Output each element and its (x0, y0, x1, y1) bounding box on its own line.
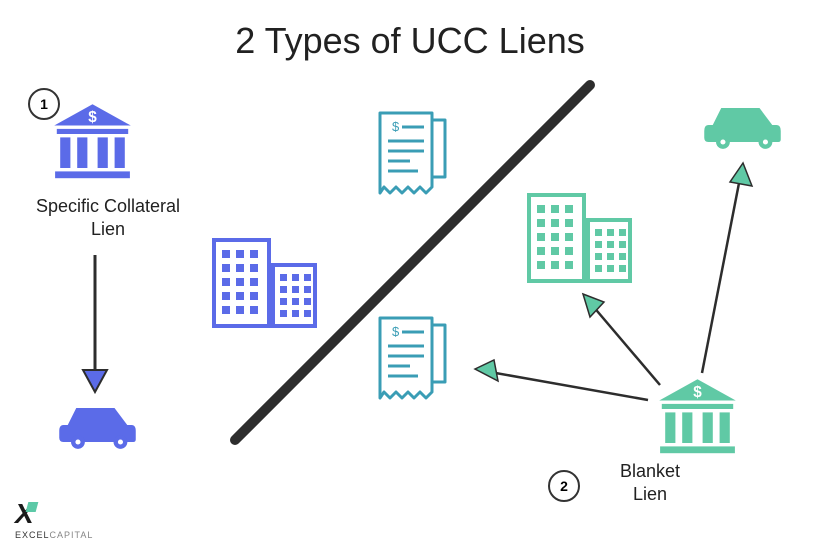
label-blanket-lien: Blanket Lien (590, 460, 710, 507)
svg-text:$: $ (392, 119, 400, 134)
car-icon (700, 95, 785, 165)
label-line2: Lien (633, 484, 667, 504)
brand-logo: X EXCELCAPITAL (15, 498, 93, 540)
bank-icon: $ (50, 100, 135, 185)
svg-text:$: $ (88, 109, 97, 126)
receipt-icon: $ (370, 310, 455, 405)
buildings-icon (525, 185, 635, 285)
arrow-blanket-buildings (592, 305, 660, 385)
bank-icon: $ (655, 375, 740, 460)
logo-brand: EXCEL (15, 530, 50, 540)
logo-suffix: CAPITAL (50, 530, 94, 540)
badge-2: 2 (548, 470, 580, 502)
label-line2: Lien (91, 219, 125, 239)
arrow-blanket-car (702, 178, 740, 373)
arrow-blanket-receipt (490, 372, 648, 400)
page-title: 2 Types of UCC Liens (0, 20, 820, 62)
label-specific-collateral: Specific Collateral Lien (18, 195, 198, 242)
svg-text:$: $ (693, 384, 702, 401)
svg-text:$: $ (392, 324, 400, 339)
label-line1: Blanket (620, 461, 680, 481)
receipt-icon: $ (370, 105, 455, 200)
car-icon (55, 395, 140, 465)
buildings-icon (210, 230, 320, 330)
label-line1: Specific Collateral (36, 196, 180, 216)
